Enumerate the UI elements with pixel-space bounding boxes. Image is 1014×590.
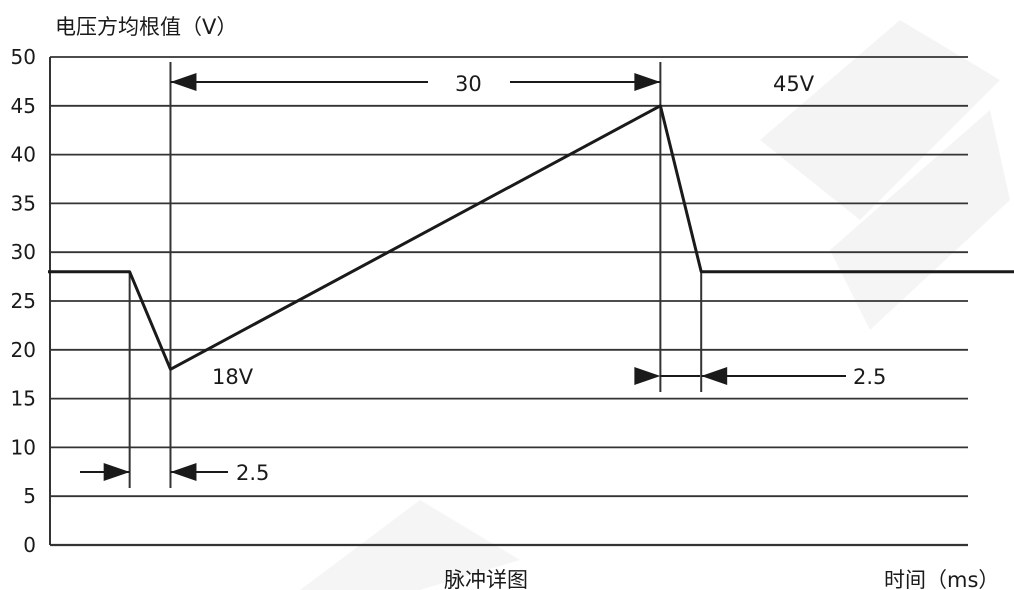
voltage-series-line xyxy=(48,104,1014,371)
marker-lines xyxy=(128,62,703,488)
y-tick-label: 15 xyxy=(11,387,36,411)
y-axis-title: 电压方均根值（V） xyxy=(55,15,237,39)
peak-voltage-label: 45V xyxy=(773,72,815,96)
y-tick-label: 40 xyxy=(11,143,36,167)
rise-arrow-head-right xyxy=(170,463,197,481)
rise-arrow-head-left xyxy=(103,463,130,481)
fall-arrow-head-left xyxy=(634,367,661,385)
rise-duration-label: 2.5 xyxy=(236,461,269,485)
y-tick-label: 10 xyxy=(11,435,36,459)
y-tick-label: 20 xyxy=(11,338,36,362)
y-tick-label: 30 xyxy=(11,240,36,264)
fall-duration-label: 2.5 xyxy=(853,365,886,389)
duration-arrows xyxy=(80,73,846,481)
y-tick-label: 50 xyxy=(11,45,36,69)
y-tick-labels: 0 5 10 15 20 25 30 35 40 45 50 xyxy=(11,45,36,557)
y-tick-label: 25 xyxy=(11,289,36,313)
ramp-duration-label: 30 xyxy=(455,72,482,96)
y-tick-label: 45 xyxy=(11,94,36,118)
y-tick-label: 5 xyxy=(23,484,36,508)
min-voltage-label: 18V xyxy=(212,365,254,389)
fall-arrow-head-right xyxy=(701,367,728,385)
y-tick-label: 35 xyxy=(11,191,36,215)
grid-lines xyxy=(49,56,968,547)
x-axis-title: 时间（ms） xyxy=(884,568,999,590)
y-tick-label: 0 xyxy=(23,533,36,557)
span-arrow-head-left xyxy=(170,73,197,91)
span-arrow-head-right xyxy=(634,73,661,91)
chart-caption: 脉冲详图 xyxy=(444,568,528,590)
